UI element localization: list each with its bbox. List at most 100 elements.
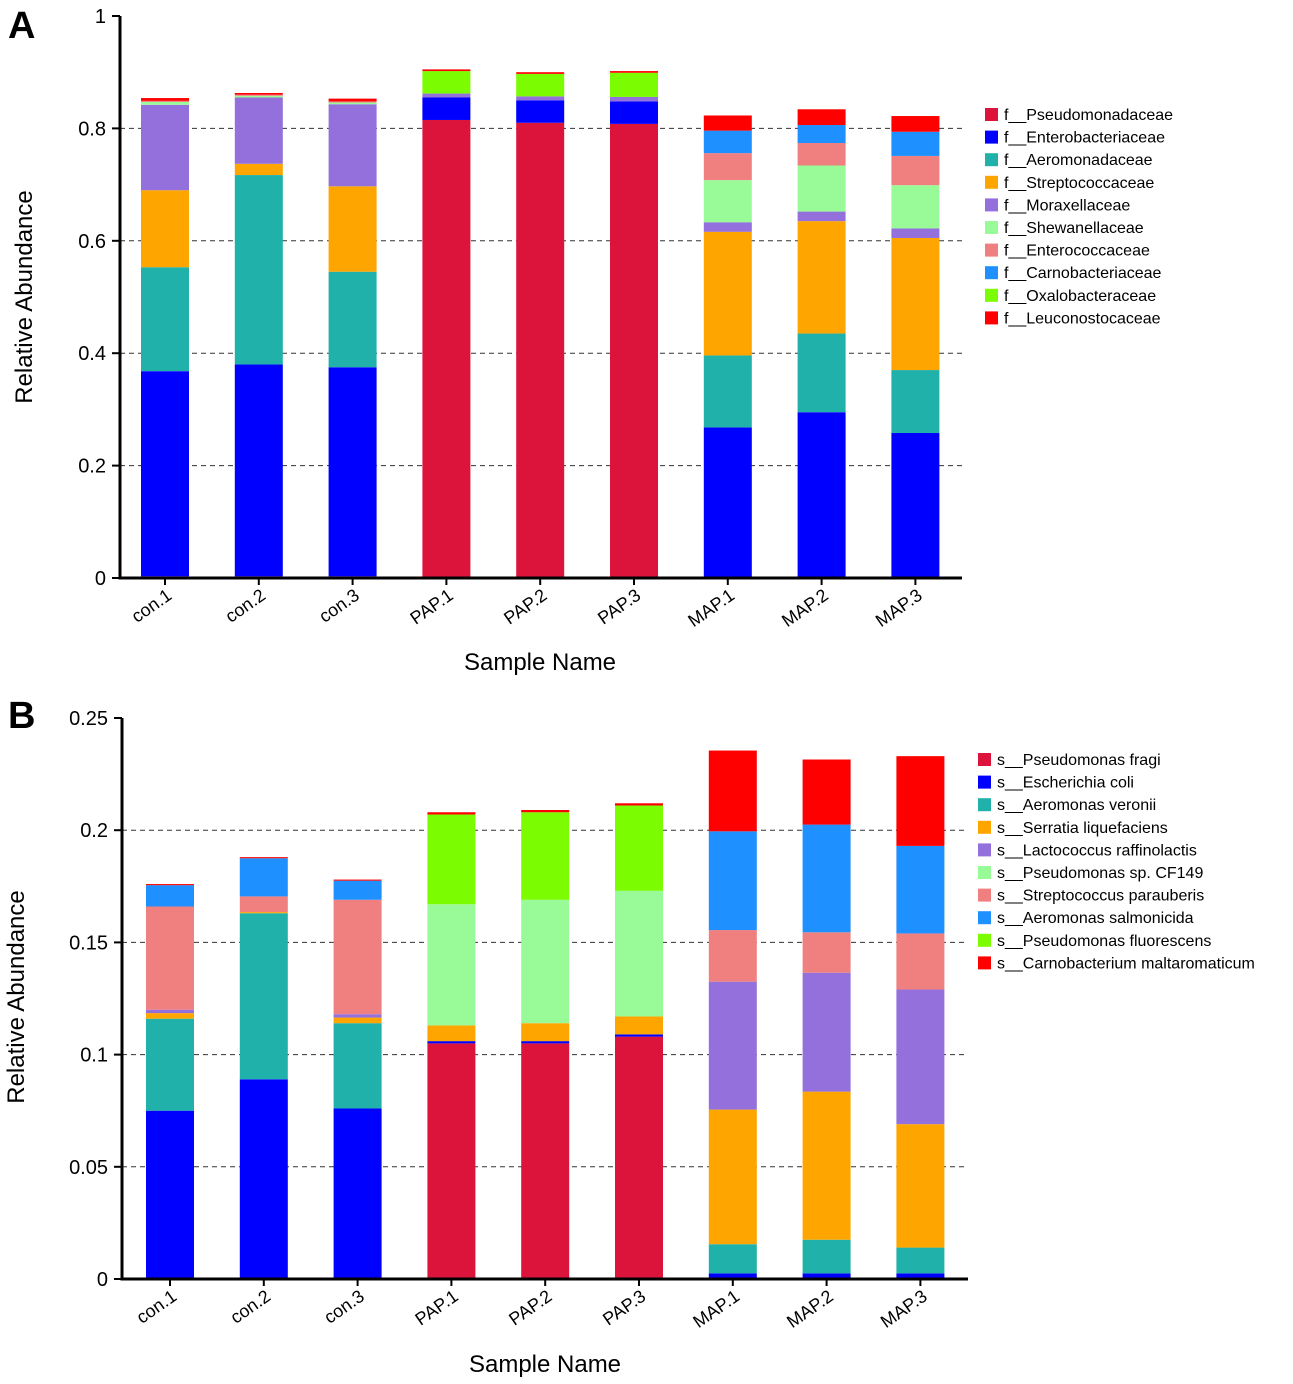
x-category-labels: con.1 con.2 con.3 PAP.1 PAP.2 PAP.3 MAP.1 MAP.2… xyxy=(133,1286,931,1332)
legend-swatch xyxy=(978,888,991,902)
bar-segment xyxy=(328,101,377,103)
bar-segment xyxy=(896,1247,945,1274)
bar-segment xyxy=(802,824,851,933)
bar-segment xyxy=(141,267,189,372)
legend-swatch xyxy=(985,221,998,234)
bar-segment xyxy=(516,72,565,74)
bar-segment xyxy=(333,880,382,900)
bar-segment xyxy=(146,1009,194,1014)
bar-segment xyxy=(797,412,846,578)
y-tick-labels: 0 0.05 0.1 0.15 0.2 0.25 xyxy=(69,708,108,1291)
axes xyxy=(114,717,968,1286)
legend-swatch xyxy=(978,933,991,947)
y-tick-label: 0.25 xyxy=(69,708,108,730)
x-axis-label: Sample Name xyxy=(464,649,616,676)
bar-segment xyxy=(891,155,940,186)
legend: f__Pseudomonadaceae f__Enterobacteriaceae… xyxy=(985,107,1173,327)
bar-segment xyxy=(333,1017,382,1024)
legend-label: s__Pseudomonas fluorescens xyxy=(997,933,1211,950)
legend-swatch xyxy=(978,843,991,857)
bar-segment xyxy=(708,981,757,1110)
bar-segment xyxy=(333,1014,382,1018)
bar-segment xyxy=(516,73,565,97)
legend-label: f__Streptococcaceae xyxy=(1004,175,1154,192)
bar-segment xyxy=(615,803,663,806)
legend-swatch xyxy=(985,108,998,121)
bar-segment xyxy=(328,102,377,105)
bar-segment xyxy=(521,812,570,900)
bar-segment xyxy=(141,371,189,577)
bar-segment xyxy=(234,163,283,176)
bar-segment xyxy=(703,130,752,154)
bar-segment xyxy=(422,119,471,578)
legend-label: s__Aeromonas veronii xyxy=(997,797,1156,814)
bar-segment xyxy=(797,143,846,166)
bars xyxy=(141,69,940,579)
bar-segment xyxy=(521,1041,570,1044)
bar-segment xyxy=(797,211,846,222)
y-tick-label: 0.1 xyxy=(80,1045,108,1067)
y-tick-label: 1 xyxy=(95,6,106,28)
legend-swatch xyxy=(985,175,998,189)
y-tick-label: 0 xyxy=(97,1269,108,1291)
legend-swatch xyxy=(985,288,998,302)
bar-segment xyxy=(802,1239,851,1274)
chart-panel-b: B 0 0.05 0.1 0.15 0.2 0.25 con.1 con.2 con.3 PAP… xyxy=(3,695,1255,1378)
legend-label: f__Carnobacteriaceae xyxy=(1004,265,1162,282)
bar-segment xyxy=(146,1018,194,1111)
bar-segment xyxy=(422,93,471,98)
x-category-label: con.3 xyxy=(320,1286,368,1328)
x-category-label: PAP.2 xyxy=(505,1286,555,1330)
bar-segment xyxy=(891,433,940,578)
bar-segment xyxy=(797,109,846,126)
bar-segment xyxy=(141,190,189,268)
bar-segment xyxy=(896,989,945,1125)
bar-segment xyxy=(234,364,283,577)
bar-segment xyxy=(610,71,658,73)
bar-segment xyxy=(891,228,940,238)
x-category-label: PAP.3 xyxy=(599,1286,649,1330)
bar-segment xyxy=(239,896,288,913)
bar-segment xyxy=(333,879,382,881)
x-category-label: MAP.2 xyxy=(778,585,832,631)
legend-label: s__Pseudomonas sp. CF149 xyxy=(997,865,1203,882)
x-category-label: MAP.3 xyxy=(877,1286,931,1332)
chart-panel-a: A 0 0.2 0.4 0.6 0.8 1 con.1 con.2 con.3 PAP.1 PAP… xyxy=(8,5,1173,676)
bar-segment xyxy=(615,1036,663,1279)
bar-segment xyxy=(703,153,752,181)
axes xyxy=(112,15,962,585)
y-tick-label: 0.2 xyxy=(78,456,106,478)
x-category-label: PAP.3 xyxy=(594,585,644,629)
bar-segment xyxy=(891,116,940,132)
legend-swatch xyxy=(978,820,991,834)
bar-segment xyxy=(708,1109,757,1245)
x-category-label: PAP.2 xyxy=(500,585,550,629)
bar-segment xyxy=(708,930,757,982)
bar-segment xyxy=(708,1273,757,1279)
x-category-label: con.3 xyxy=(315,585,363,627)
x-category-label: MAP.3 xyxy=(872,585,926,631)
bar-segment xyxy=(797,125,846,144)
legend-swatch xyxy=(985,243,998,257)
bar-segment xyxy=(234,175,283,365)
y-axis-label: Relative Abundance xyxy=(11,190,38,404)
y-tick-label: 0.15 xyxy=(69,932,108,954)
x-category-label: PAP.1 xyxy=(406,585,456,629)
bar-segment xyxy=(615,1034,663,1037)
bar-segment xyxy=(427,812,476,815)
bar-segment xyxy=(328,271,377,368)
y-tick-label: 0.4 xyxy=(78,343,106,365)
bar-segment xyxy=(896,845,945,934)
bar-segment xyxy=(239,857,288,859)
bar-segment xyxy=(427,1043,476,1279)
legend-swatch xyxy=(985,198,998,212)
legend-label: f__Leuconostocaceae xyxy=(1004,310,1161,327)
bar-segment xyxy=(896,756,945,846)
x-category-label: MAP.1 xyxy=(684,585,738,631)
bar-segment xyxy=(328,186,377,272)
legend-label: f__Moraxellaceae xyxy=(1004,197,1130,214)
y-tick-label: 0.6 xyxy=(78,231,106,253)
bar-segment xyxy=(422,97,471,120)
y-tick-labels: 0 0.2 0.4 0.6 0.8 1 xyxy=(78,6,106,590)
bar-segment xyxy=(703,355,752,428)
